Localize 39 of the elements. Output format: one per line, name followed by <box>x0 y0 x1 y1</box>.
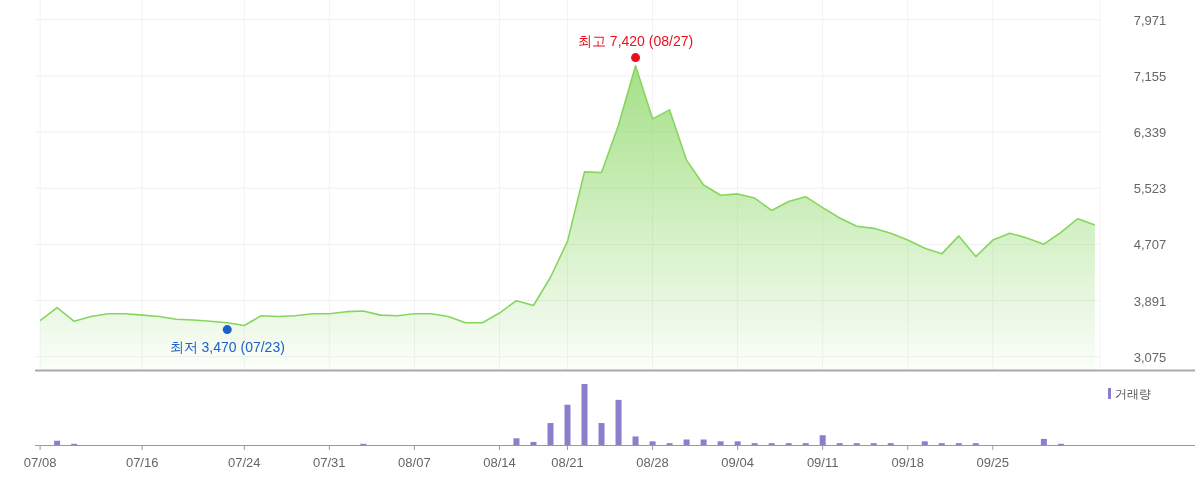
bar <box>1040 438 1047 445</box>
x-tick-label: 09/25 <box>976 455 1010 470</box>
bar <box>717 441 724 445</box>
bar <box>530 441 537 445</box>
bar <box>649 441 656 445</box>
bar <box>819 435 826 445</box>
y-tick-label: 7,155 <box>1133 68 1167 84</box>
legend-label: 거래량 <box>1115 387 1151 401</box>
y-tick-label: 7,971 <box>1133 12 1167 28</box>
bar <box>54 440 61 445</box>
x-tick-label: 08/21 <box>551 455 584 470</box>
bar <box>564 404 571 445</box>
x-tick-label: 07/08 <box>23 455 57 470</box>
bar <box>513 438 520 445</box>
x-tick-label: 07/31 <box>313 455 346 470</box>
bar <box>598 423 605 445</box>
annotation: 최고 7,420 (08/27) <box>577 32 694 49</box>
bar <box>683 439 690 445</box>
x-tick-label: 09/04 <box>721 455 754 470</box>
x-tick-label: 08/07 <box>398 455 431 470</box>
y-tick-label: 6,339 <box>1133 125 1167 141</box>
x-tick-label: 08/28 <box>636 455 669 470</box>
y-tick-label: 5,523 <box>1133 181 1167 197</box>
x-tick-label: 08/14 <box>483 455 516 470</box>
y-tick-label: 3,891 <box>1133 293 1167 309</box>
x-tick-label: 09/11 <box>806 455 839 470</box>
bar <box>700 439 707 445</box>
bar <box>615 399 622 445</box>
annotation: 최저 3,470 (07/23) <box>169 338 285 355</box>
bar <box>547 423 554 445</box>
x-tick-label: 07/24 <box>227 455 261 470</box>
x-tick-label: 09/18 <box>891 455 925 470</box>
x-tick-label: 07/16 <box>125 455 159 470</box>
y-tick-label: 4,707 <box>1133 237 1167 253</box>
bar <box>734 441 741 445</box>
bar <box>581 384 588 445</box>
bar <box>632 436 639 445</box>
y-tick-label: 3,075 <box>1133 349 1167 365</box>
bar <box>921 441 928 445</box>
